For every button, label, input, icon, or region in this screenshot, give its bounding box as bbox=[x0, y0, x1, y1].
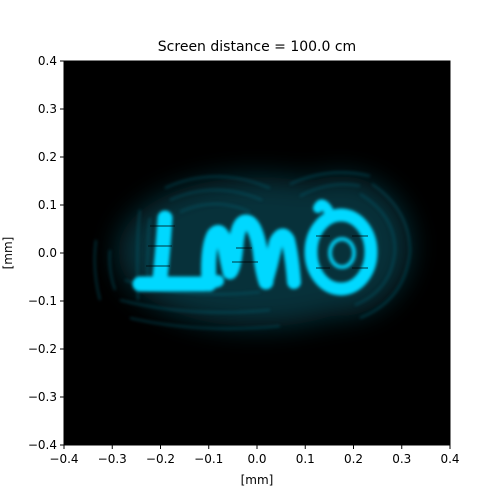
x-tick-label: −0.2 bbox=[146, 452, 175, 466]
x-tick-label: −0.1 bbox=[194, 452, 223, 466]
y-tick-label: 0.4 bbox=[38, 54, 57, 68]
x-tick-label: 0.4 bbox=[440, 452, 459, 466]
y-tick-label: −0.4 bbox=[28, 438, 57, 452]
y-axis-ticks: −0.4 −0.3 −0.2 −0.1 0.0 0.1 0.2 0.3 0.4 bbox=[28, 54, 64, 452]
y-tick-label: 0.2 bbox=[38, 150, 57, 164]
x-tick-label: 0.3 bbox=[392, 452, 411, 466]
x-tick-label: 0.1 bbox=[296, 452, 315, 466]
y-tick-label: −0.1 bbox=[28, 294, 57, 308]
x-axis-ticks: −0.4 −0.3 −0.2 −0.1 0.0 0.1 0.2 0.3 0.4 bbox=[49, 445, 460, 466]
chart-title: Screen distance = 100.0 cm bbox=[158, 39, 356, 55]
intensity-image bbox=[93, 171, 411, 330]
y-tick-label: 0.3 bbox=[38, 102, 57, 116]
x-tick-label: 0.2 bbox=[344, 452, 363, 466]
x-tick-label: −0.3 bbox=[98, 452, 127, 466]
interference-bands bbox=[146, 225, 368, 269]
x-axis-label: [mm] bbox=[241, 473, 274, 487]
x-tick-label: 0.0 bbox=[247, 452, 266, 466]
y-axis-label: [mm] bbox=[1, 237, 15, 270]
x-tick-label: −0.4 bbox=[49, 452, 78, 466]
fringe-rings bbox=[93, 171, 411, 330]
y-tick-label: −0.3 bbox=[28, 390, 57, 404]
bright-pattern bbox=[132, 199, 378, 296]
y-tick-label: 0.1 bbox=[38, 198, 57, 212]
y-tick-label: 0.0 bbox=[38, 246, 57, 260]
y-tick-label: −0.2 bbox=[28, 342, 57, 356]
